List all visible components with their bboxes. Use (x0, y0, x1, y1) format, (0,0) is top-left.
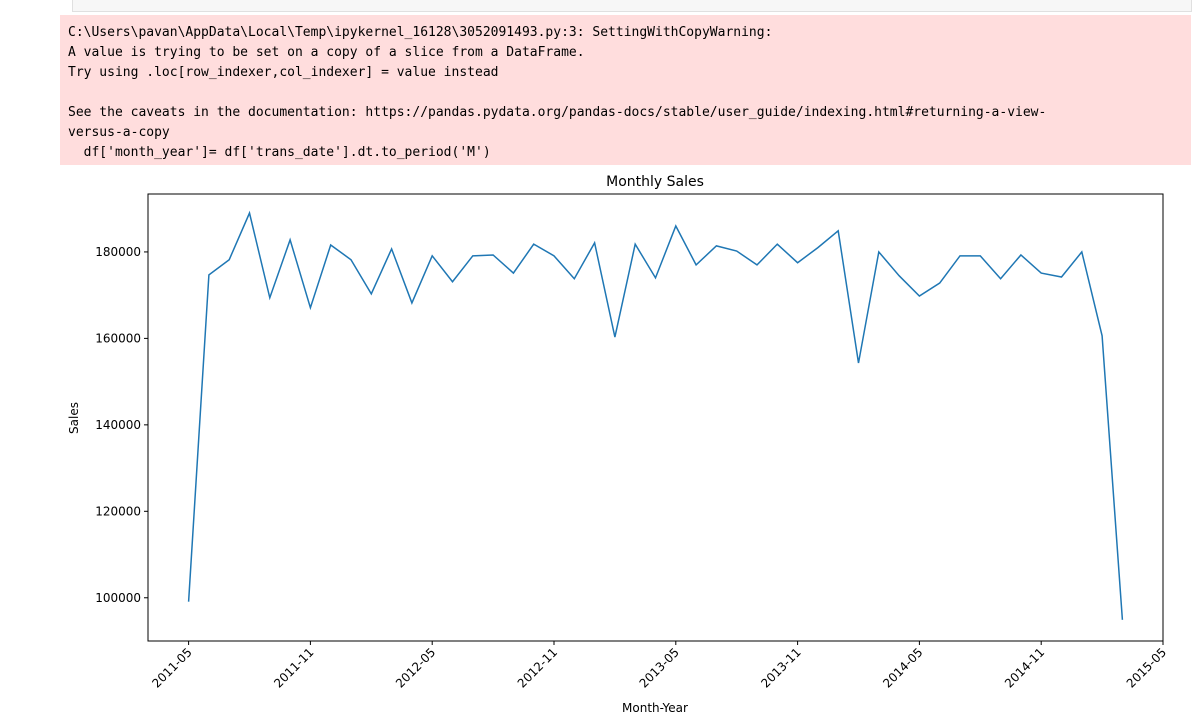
x-tick-label: 2012-05 (393, 645, 438, 690)
y-axis-label: Sales (67, 402, 81, 434)
input-cell (72, 0, 1192, 12)
x-tick-label: 2014-11 (1002, 645, 1047, 690)
x-axis-label: Month-Year (622, 701, 688, 712)
x-tick-label: 2013-05 (637, 645, 682, 690)
warning-line: versus-a-copy (68, 125, 170, 140)
line-series (187, 210, 1124, 620)
x-tick-label: 2013-11 (758, 645, 803, 690)
x-tick-label: 2011-11 (271, 645, 316, 690)
y-tick-label: 160000 (95, 331, 141, 345)
y-tick-label: 120000 (95, 504, 141, 518)
y-tick-label: 140000 (95, 418, 141, 432)
x-tick-label: 2014-05 (880, 645, 925, 690)
y-tick-label: 100000 (95, 591, 141, 605)
chart-title: Monthly Sales (606, 174, 704, 190)
y-tick-label: 180000 (95, 245, 141, 259)
warning-line: See the caveats in the documentation: ht… (68, 105, 1047, 120)
warning-line: A value is trying to be set on a copy of… (68, 45, 585, 60)
x-tick-label: 2015-05 (1124, 645, 1169, 690)
x-tick-label: 2011-05 (149, 645, 194, 690)
warning-line: Try using .loc[row_indexer,col_indexer] … (68, 65, 499, 80)
warning-output: C:\Users\pavan\AppData\Local\Temp\ipyker… (60, 15, 1191, 165)
plot-frame (147, 193, 1164, 642)
warning-line: C:\Users\pavan\AppData\Local\Temp\ipyker… (68, 25, 773, 40)
warning-line: df['month_year']= df['trans_date'].dt.to… (68, 145, 491, 160)
x-tick-label: 2012-11 (515, 645, 560, 690)
